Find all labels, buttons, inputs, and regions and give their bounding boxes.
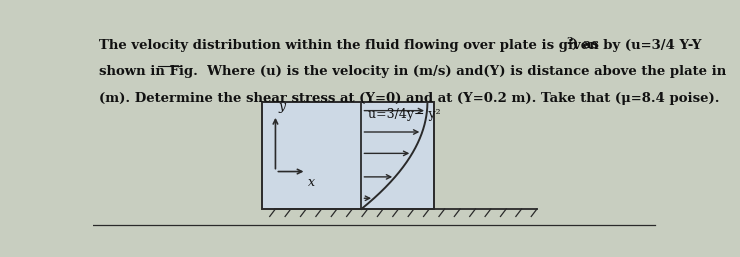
Text: y: y — [278, 100, 286, 113]
Bar — [262, 102, 434, 209]
Text: ) as: ) as — [572, 39, 599, 52]
Text: The velocity distribution within the fluid flowing over plate is given by (u=3/4: The velocity distribution within the flu… — [99, 39, 702, 52]
Text: x: x — [308, 176, 315, 189]
Text: shown in Fig.  Where (u) is the velocity in (m/s) and(Y) is distance above the p: shown in Fig. Where (u) is the velocity … — [99, 66, 727, 78]
Text: u=3/4y− y²: u=3/4y− y² — [368, 108, 440, 121]
Text: 2: 2 — [566, 37, 573, 46]
Text: (m). Determine the shear stress at (Y=0) and at (Y=0.2 m). Take that (μ=8.4 pois: (m). Determine the shear stress at (Y=0)… — [99, 92, 720, 105]
